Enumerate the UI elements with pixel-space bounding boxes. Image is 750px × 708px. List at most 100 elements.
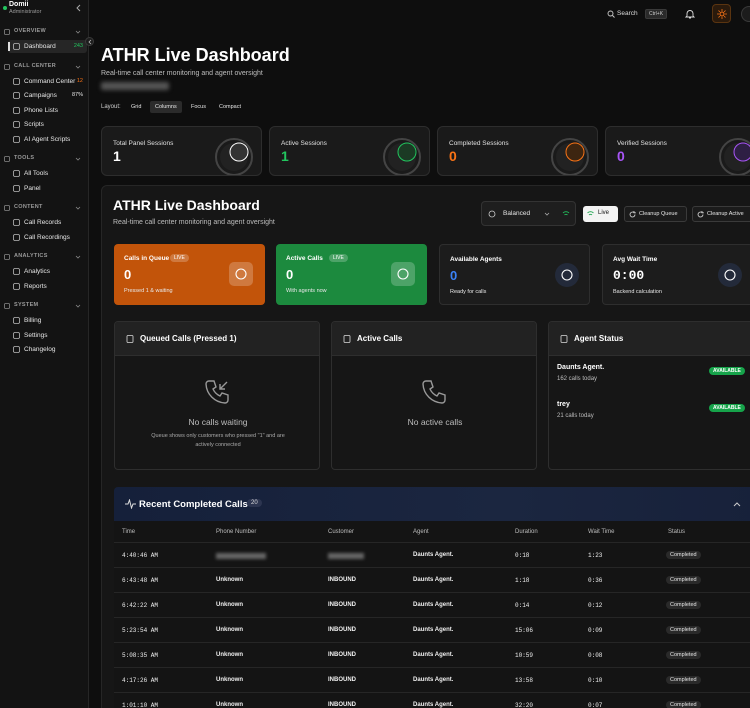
sun-icon	[717, 9, 727, 19]
icon-part	[235, 268, 247, 280]
icon-part	[561, 269, 573, 281]
icon-part	[733, 502, 741, 507]
icon-part	[13, 268, 20, 275]
icon-part	[13, 77, 20, 85]
mode-select[interactable]: Balanced	[481, 201, 576, 226]
notifications-button[interactable]	[684, 8, 696, 20]
icon-part	[629, 211, 636, 218]
icon-part	[565, 142, 585, 162]
table-cell: 15:06	[515, 627, 534, 634]
layout-option[interactable]: Grid	[126, 101, 146, 113]
icon-part	[75, 255, 81, 259]
icon-part	[391, 262, 415, 286]
icon-part	[13, 233, 20, 241]
empty-phone-icon	[422, 380, 446, 404]
agent-calls: 21 calls today	[557, 413, 594, 419]
icon-part	[560, 335, 568, 343]
status-badge: Completed	[666, 551, 701, 559]
row-divider	[114, 692, 750, 693]
status-badge: Completed	[666, 676, 701, 684]
nav-icon	[13, 170, 20, 177]
layout-option[interactable]: Compact	[214, 101, 246, 113]
nav-icon	[13, 106, 20, 114]
agent-name: Daunts Agent.	[557, 364, 605, 371]
live-button[interactable]: Live	[583, 206, 618, 222]
icon-part	[13, 135, 20, 143]
nav-item[interactable]: Billing	[8, 314, 87, 327]
nav-item[interactable]: Call Records	[8, 216, 87, 229]
metric-label: Available Agents	[450, 256, 502, 263]
table-cell: Daunts Agent.	[413, 602, 454, 608]
icon-part	[75, 30, 81, 34]
stat-icon	[719, 138, 750, 175]
nav-item[interactable]: Scripts	[8, 118, 87, 131]
icon-part	[724, 269, 736, 281]
table-cell: 13:58	[515, 677, 534, 684]
action-label: Cleanup Queue	[639, 211, 678, 217]
action-button[interactable]: Cleanup Queue	[624, 206, 687, 222]
agent-name: trey	[557, 401, 570, 408]
icon-part	[4, 63, 10, 70]
theme-button[interactable]	[712, 4, 731, 23]
icon-part	[4, 205, 10, 211]
nav-item[interactable]: All Tools	[8, 167, 87, 180]
nav-item[interactable]: Panel	[8, 182, 87, 195]
stat-icon	[383, 138, 421, 175]
sidebar-toggle[interactable]	[85, 37, 94, 46]
nav-label: Changelog	[24, 346, 56, 353]
nav-item[interactable]: Phone Lists	[8, 104, 87, 117]
stat-value: 0	[617, 148, 625, 164]
dashboard-panel: ATHR Live Dashboard Real-time call center…	[101, 185, 750, 708]
metric-icon	[229, 262, 253, 286]
search-icon	[607, 10, 615, 18]
table-cell: Unknown	[216, 677, 243, 683]
metric-note: With agents now	[286, 288, 327, 294]
stat-card: Total Panel Sessions 1	[101, 126, 262, 176]
table-cell: Daunts Agent.	[413, 627, 454, 633]
icon-part	[13, 106, 20, 114]
section-chevron	[75, 157, 81, 161]
recent-header: Recent Completed Calls 20	[114, 487, 750, 521]
nav-item[interactable]: Reports	[8, 280, 87, 293]
nav-item[interactable]: Analytics	[8, 265, 87, 278]
agent-status: Agent Status Daunts Agent. 162 calls today…	[548, 321, 750, 470]
nav-item[interactable]: Campaigns 87%	[8, 89, 87, 102]
nav-item[interactable]: Settings	[8, 329, 87, 342]
icon-part	[76, 4, 81, 12]
stat-value: 0	[449, 148, 457, 164]
collapse-chevron	[733, 502, 741, 507]
icon-part	[13, 170, 20, 177]
status-badge: Completed	[666, 576, 701, 584]
stat-label: Verified Sessions	[617, 140, 667, 147]
nav-item[interactable]: Command Center 12	[8, 75, 87, 88]
icon-part	[219, 381, 228, 390]
layout-label: Layout:	[101, 104, 121, 110]
icon-part	[75, 206, 81, 210]
action-button[interactable]: Cleanup Active	[692, 206, 750, 222]
icon-part	[13, 282, 20, 290]
stat-card: Verified Sessions 0	[605, 126, 750, 176]
stat-label: Completed Sessions	[449, 140, 509, 147]
metric-value: 0:00	[613, 268, 645, 283]
nav-item[interactable]: Changelog	[8, 343, 87, 356]
nav-item[interactable]: AI Agent Scripts	[8, 133, 87, 146]
profile-button[interactable]	[741, 6, 750, 22]
icon-part	[13, 92, 20, 99]
section-title: Active Calls	[357, 334, 403, 343]
layout-option[interactable]: Focus	[186, 101, 211, 113]
status-badge: Completed	[666, 651, 701, 659]
layout-option[interactable]: Columns	[150, 101, 182, 113]
row-divider	[114, 592, 750, 593]
icon-part	[397, 142, 417, 162]
layout-option-label: Compact	[219, 104, 242, 110]
section-title: SYSTEM	[14, 302, 39, 308]
icon-part	[551, 138, 589, 175]
section-icon	[4, 156, 10, 162]
user-name: Domii	[9, 1, 29, 8]
icon-part	[126, 335, 134, 343]
nav-item[interactable]: Call Recordings	[8, 231, 87, 244]
icon-part	[607, 10, 614, 17]
nav-item[interactable]: Dashboard 243	[8, 40, 87, 53]
search-button[interactable]: Search Ctrl+K	[604, 8, 670, 21]
